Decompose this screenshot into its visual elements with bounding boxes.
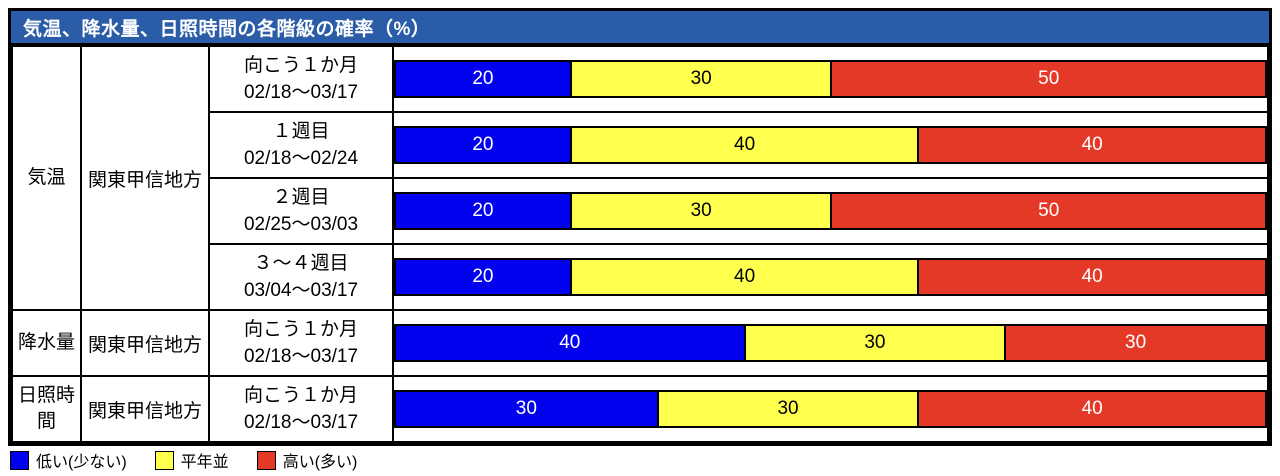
legend-label-normal: 平年並 bbox=[180, 454, 229, 471]
bar-segment-normal: 40 bbox=[569, 260, 918, 294]
legend-swatch-high-icon bbox=[256, 450, 276, 470]
region-cell: 関東甲信地方 bbox=[80, 45, 210, 311]
period-name: ３～４週目 bbox=[253, 253, 349, 274]
bar-cell: 40 30 30 bbox=[392, 309, 1269, 377]
bar-segment-normal: 30 bbox=[656, 392, 918, 426]
bar-segment-low: 20 bbox=[396, 194, 570, 228]
legend-label-low: 低い(少ない) bbox=[36, 454, 127, 471]
table-row: ２週目 02/25～03/03 20 30 50 bbox=[12, 177, 1269, 245]
period-cell: １週目 02/18～02/24 bbox=[208, 111, 394, 179]
bar-segment-high: 40 bbox=[917, 128, 1265, 162]
stacked-probability-bar: 40 30 30 bbox=[394, 324, 1267, 362]
legend-item-high: 高い(多い) bbox=[256, 448, 358, 472]
period-dates: 03/04～03/17 bbox=[243, 280, 359, 301]
bar-segment-low: 20 bbox=[396, 128, 570, 162]
bar-segment-low: 30 bbox=[396, 392, 657, 426]
period-cell: ２週目 02/25～03/03 bbox=[208, 177, 394, 245]
bar-segment-low: 20 bbox=[396, 62, 570, 96]
table-title: 気温、降水量、日照時間の各階級の確率（%） bbox=[11, 11, 1269, 45]
period-name: 向こう１か月 bbox=[243, 319, 358, 340]
period-name: ２週目 bbox=[272, 187, 330, 208]
period-dates: 02/18～03/17 bbox=[243, 412, 359, 433]
table-row: １週目 02/18～02/24 20 40 40 bbox=[12, 111, 1269, 179]
bar-segment-high: 40 bbox=[917, 260, 1265, 294]
legend-swatch-normal-icon bbox=[154, 450, 174, 470]
period-cell: 向こう１か月 02/18～03/17 bbox=[208, 309, 394, 377]
period-dates: 02/18～02/24 bbox=[243, 148, 359, 169]
legend-item-low: 低い(少ない) bbox=[10, 448, 127, 472]
period-cell: ３～４週目 03/04～03/17 bbox=[208, 243, 394, 311]
probability-grid: 気温 関東甲信地方 向こう１か月 02/18～03/17 20 30 50 １週目 … bbox=[11, 45, 1269, 443]
table-row: 日照時間 関東甲信地方 向こう１か月 02/18～03/17 30 30 40 bbox=[11, 375, 1269, 443]
period-cell: 向こう１か月 02/18～03/17 bbox=[208, 45, 394, 113]
period-name: 向こう１か月 bbox=[243, 55, 358, 76]
bar-cell: 20 40 40 bbox=[392, 243, 1269, 311]
stacked-probability-bar: 30 30 40 bbox=[394, 390, 1267, 428]
bar-cell: 20 30 50 bbox=[392, 177, 1269, 245]
bar-segment-normal: 30 bbox=[569, 62, 831, 96]
period-name: １週目 bbox=[272, 121, 330, 142]
table-row: 降水量 関東甲信地方 向こう１か月 02/18～03/17 40 30 30 bbox=[11, 309, 1269, 377]
legend-swatch-low-icon bbox=[10, 450, 29, 470]
bar-segment-normal: 30 bbox=[569, 194, 831, 228]
bar-segment-low: 40 bbox=[396, 326, 744, 360]
period-name: 向こう１か月 bbox=[243, 385, 358, 406]
period-cell: 向こう１か月 02/18～03/17 bbox=[208, 375, 394, 443]
stacked-probability-bar: 20 30 50 bbox=[394, 192, 1267, 230]
stacked-probability-bar: 20 30 50 bbox=[394, 60, 1267, 98]
bar-segment-high: 50 bbox=[830, 62, 1265, 96]
stacked-probability-bar: 20 40 40 bbox=[394, 126, 1267, 164]
legend-item-normal: 平年並 bbox=[154, 448, 229, 472]
bar-segment-low: 20 bbox=[396, 260, 570, 294]
element-cell-temperature: 気温 bbox=[11, 45, 82, 311]
bar-segment-normal: 30 bbox=[743, 326, 1005, 360]
period-dates: 02/18～03/17 bbox=[243, 82, 359, 103]
region-cell: 関東甲信地方 bbox=[80, 309, 210, 377]
bar-segment-normal: 40 bbox=[569, 128, 918, 162]
bar-cell: 20 40 40 bbox=[392, 111, 1269, 179]
element-cell-precipitation: 降水量 bbox=[11, 309, 82, 377]
element-cell-sunshine: 日照時間 bbox=[11, 375, 82, 443]
bar-cell: 20 30 50 bbox=[392, 45, 1269, 113]
bar-segment-high: 40 bbox=[917, 392, 1265, 426]
probability-table: 気温、降水量、日照時間の各階級の確率（%） 気温 関東甲信地方 向こう１か月 0… bbox=[8, 8, 1272, 446]
period-dates: 02/25～03/03 bbox=[243, 214, 359, 235]
legend: 低い(少ない) 平年並 高い(多い) bbox=[10, 448, 357, 472]
stacked-probability-bar: 20 40 40 bbox=[394, 258, 1267, 296]
table-row: 気温 関東甲信地方 向こう１か月 02/18～03/17 20 30 50 bbox=[11, 45, 1269, 311]
region-cell: 関東甲信地方 bbox=[80, 375, 210, 443]
period-dates: 02/18～03/17 bbox=[243, 346, 359, 367]
bar-cell: 30 30 40 bbox=[392, 375, 1269, 443]
legend-label-high: 高い(多い) bbox=[282, 454, 358, 471]
table-row: ３～４週目 03/04～03/17 20 40 40 bbox=[12, 243, 1269, 311]
bar-segment-high: 30 bbox=[1004, 326, 1265, 360]
bar-segment-high: 50 bbox=[830, 194, 1265, 228]
